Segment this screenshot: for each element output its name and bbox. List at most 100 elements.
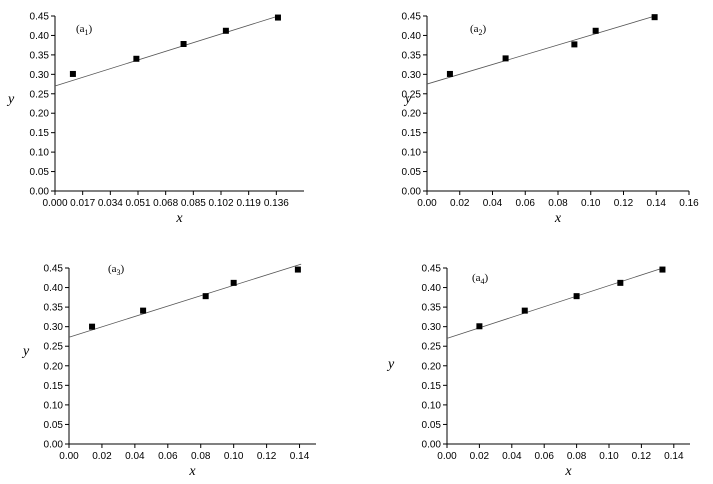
y-tick-label: 0.15 — [422, 381, 442, 392]
y-tick-label: 0.40 — [30, 31, 50, 42]
data-point — [521, 307, 528, 314]
y-tick-label: 0.00 — [402, 187, 422, 198]
y-tick-label: 0.30 — [30, 70, 50, 81]
x-tick-label: 0.12 — [257, 451, 277, 462]
y-tick-label: 0.10 — [30, 148, 50, 159]
y-tick-label: 0.05 — [44, 420, 64, 431]
y-tick-label: 0.40 — [422, 283, 442, 294]
x-tick-label: 0.02 — [450, 198, 470, 209]
y-tick-label: 0.25 — [402, 89, 422, 100]
x-tick-label: 0.051 — [125, 198, 150, 209]
chart-panel-2: 0.00 0.05 0.10 0.15 0.20 0.25 0.30 0.35 0.40 0.45… — [402, 12, 700, 227]
y-tick-label: 0.05 — [422, 420, 442, 431]
data-point — [651, 14, 658, 21]
panel-label: (a3) — [108, 263, 125, 277]
fit-line — [426, 15, 657, 85]
y-tick-label: 0.30 — [44, 322, 64, 333]
x-axis-label: x — [175, 211, 183, 226]
y-tick-label: 0.25 — [44, 342, 64, 353]
x-tick-label: 0.06 — [534, 451, 554, 462]
data-point — [202, 293, 209, 300]
x-axis-label: x — [564, 464, 572, 479]
data-point — [69, 70, 76, 77]
data-point — [571, 41, 578, 48]
y-tick-label: 0.10 — [422, 400, 442, 411]
x-tick-label: 0.04 — [125, 451, 145, 462]
x-tick-label: 0.102 — [208, 198, 233, 209]
x-tick-label: 0.000 — [42, 198, 67, 209]
y-tick-label: 0.25 — [422, 342, 442, 353]
data-point — [274, 14, 281, 21]
y-tick-label: 0.35 — [402, 50, 422, 61]
y-tick-label: 0.10 — [44, 400, 64, 411]
y-tick-label: 0.45 — [402, 12, 422, 23]
x-tick-label: 0.085 — [181, 198, 206, 209]
x-tick-label: 0.136 — [264, 198, 289, 209]
panel-label: (a1) — [76, 23, 93, 37]
x-tick-label: 0.10 — [224, 451, 244, 462]
y-tick-label: 0.25 — [30, 89, 50, 100]
y-tick-label: 0.00 — [422, 440, 442, 451]
y-tick-label: 0.15 — [44, 381, 64, 392]
data-point — [89, 323, 96, 330]
fit-line — [68, 263, 302, 338]
data-point — [446, 70, 453, 77]
y-tick-label: 0.45 — [30, 12, 50, 23]
y-tick-label: 0.15 — [402, 128, 422, 139]
x-tick-label: 0.12 — [614, 198, 634, 209]
x-tick-label: 0.08 — [191, 451, 211, 462]
x-tick-label: 0.04 — [502, 451, 522, 462]
panel-label: (a4) — [472, 272, 489, 286]
y-tick-label: 0.20 — [44, 361, 64, 372]
y-axis-label: y — [403, 92, 412, 107]
y-tick-label: 0.05 — [402, 167, 422, 178]
data-point — [222, 27, 229, 34]
x-tick-label: 0.12 — [632, 451, 652, 462]
y-axis-label: y — [6, 92, 15, 107]
chart-panel-4: 0.00 0.05 0.10 0.15 0.20 0.25 0.30 0.35 0.40 0.45… — [386, 264, 690, 479]
x-tick-label: 0.034 — [98, 198, 123, 209]
data-point — [617, 279, 624, 286]
x-axis-label: x — [188, 464, 196, 479]
y-tick-label: 0.30 — [422, 322, 442, 333]
data-point — [294, 266, 301, 273]
data-point — [140, 307, 147, 314]
y-tick-label: 0.30 — [402, 70, 422, 81]
x-tick-label: 0.14 — [664, 451, 684, 462]
data-point — [573, 293, 580, 300]
x-tick-label: 0.04 — [483, 198, 503, 209]
data-point — [133, 55, 140, 62]
y-tick-label: 0.20 — [30, 109, 50, 120]
y-tick-label: 0.05 — [30, 167, 50, 178]
data-point — [592, 27, 599, 34]
y-tick-label: 0.40 — [402, 31, 422, 42]
x-tick-label: 0.02 — [92, 451, 112, 462]
y-tick-label: 0.00 — [44, 440, 64, 451]
data-point — [180, 41, 187, 47]
x-tick-label: 0.10 — [599, 451, 619, 462]
x-tick-label: 0.00 — [417, 198, 437, 209]
y-tick-label: 0.35 — [44, 303, 64, 314]
x-tick-label: 0.06 — [158, 451, 178, 462]
x-tick-label: 0.14 — [290, 451, 310, 462]
x-tick-label: 0.119 — [237, 198, 262, 209]
y-tick-label: 0.35 — [422, 303, 442, 314]
fit-line — [54, 15, 280, 87]
data-point — [476, 323, 483, 330]
y-tick-label: 0.35 — [30, 50, 50, 61]
x-axis-label: x — [554, 211, 562, 226]
y-tick-label: 0.20 — [422, 361, 442, 372]
x-tick-label: 0.16 — [679, 198, 699, 209]
y-tick-label: 0.45 — [44, 264, 64, 275]
y-tick-label: 0.00 — [30, 187, 50, 198]
data-point — [659, 266, 666, 273]
fit-line — [446, 267, 665, 339]
y-tick-label: 0.45 — [422, 264, 442, 275]
data-point — [502, 55, 509, 62]
data-point — [230, 279, 237, 286]
x-tick-label: 0.08 — [548, 198, 568, 209]
y-tick-label: 0.15 — [30, 128, 50, 139]
x-tick-label: 0.02 — [470, 451, 490, 462]
x-tick-label: 0.00 — [59, 451, 79, 462]
